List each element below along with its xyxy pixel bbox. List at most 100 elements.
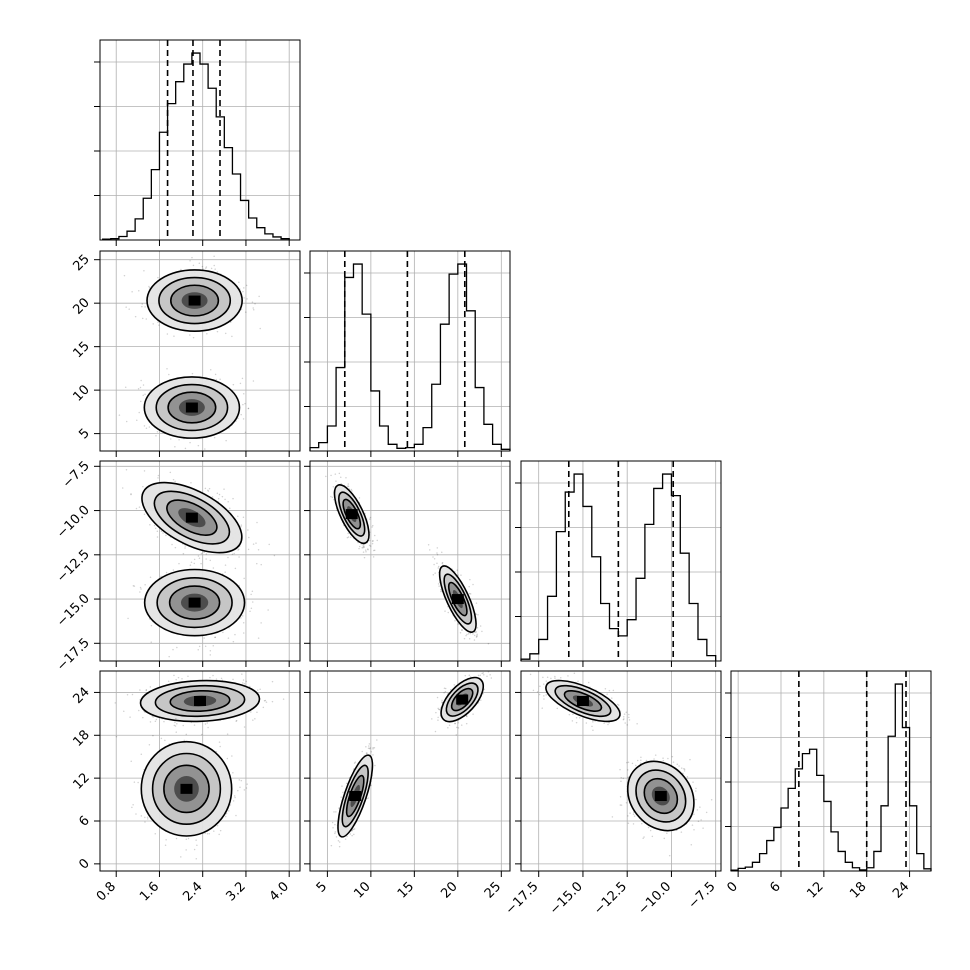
sample-point: [237, 549, 239, 551]
sample-point: [205, 266, 208, 268]
sample-point: [157, 474, 160, 477]
sample-point: [132, 803, 134, 806]
y-tick-label: −17.5: [54, 636, 93, 675]
sample-point: [201, 265, 204, 268]
sample-point: [216, 824, 219, 827]
sample-point: [242, 392, 245, 395]
sample-point: [335, 480, 337, 482]
sample-point: [262, 706, 265, 709]
peak-cell: [185, 402, 198, 413]
contour-line: [140, 740, 233, 837]
sample-point: [371, 542, 374, 545]
sample-point: [145, 427, 148, 429]
sample-point: [209, 654, 212, 656]
sample-point: [207, 489, 209, 491]
sample-point: [250, 593, 252, 596]
sample-point: [138, 709, 140, 712]
x-tick-label: 24: [890, 879, 912, 901]
sample-point: [149, 576, 152, 579]
sample-point: [242, 679, 245, 681]
sample-point: [242, 632, 245, 634]
sample-point: [175, 837, 178, 840]
sample-point: [224, 498, 226, 501]
sample-point: [144, 583, 146, 586]
sample-point: [209, 649, 212, 652]
sample-point: [135, 507, 138, 510]
sample-point: [189, 259, 191, 262]
sample-point: [137, 388, 140, 390]
sample-point: [144, 821, 146, 823]
sample-point: [258, 295, 260, 298]
sample-point: [434, 572, 436, 574]
sample-point: [202, 268, 204, 270]
sample-point: [334, 473, 337, 475]
sample-point: [208, 832, 211, 835]
sample-point: [204, 723, 207, 725]
sample-point: [247, 548, 250, 551]
sample-point: [368, 539, 371, 542]
y-tick-label: −10.0: [54, 503, 93, 542]
sample-point: [252, 309, 255, 311]
sample-point: [167, 680, 170, 683]
sample-point: [246, 783, 248, 785]
sample-point: [234, 633, 236, 636]
contour-line: [155, 383, 229, 432]
sample-point: [252, 719, 254, 721]
sample-point: [139, 586, 142, 589]
contour-line: [156, 576, 233, 629]
sample-point: [149, 523, 151, 526]
sample-point: [140, 815, 143, 817]
sample-point: [124, 386, 127, 388]
sample-point: [200, 733, 203, 736]
sample-point: [144, 306, 146, 308]
sample-point: [267, 609, 269, 611]
sample-point: [223, 488, 225, 490]
sample-point: [358, 545, 361, 548]
sample-point: [132, 584, 135, 587]
sample-point: [259, 688, 261, 691]
sample-point: [239, 786, 241, 788]
panel-frame: [99, 39, 301, 241]
sample-point: [235, 814, 237, 817]
contour-line: [141, 481, 243, 554]
sample-point: [235, 719, 238, 722]
sample-point: [195, 839, 197, 841]
sample-point: [216, 492, 219, 495]
2d-panel-1-2: [304, 460, 511, 667]
sample-point: [364, 549, 367, 551]
sample-point: [231, 553, 234, 555]
sample-point: [178, 562, 180, 565]
sample-point: [139, 591, 141, 593]
sample-point: [282, 698, 285, 700]
sample-point: [174, 546, 177, 549]
sample-point: [242, 682, 244, 684]
sample-point: [165, 838, 167, 841]
sample-point: [180, 856, 182, 858]
contour-line: [166, 499, 218, 536]
sample-point: [221, 495, 224, 498]
sample-point: [158, 324, 160, 326]
sample-point: [143, 269, 145, 272]
histogram-step: [102, 52, 290, 240]
sample-point: [245, 284, 248, 287]
sample-point: [363, 543, 366, 546]
sample-point: [138, 506, 141, 508]
sample-point: [172, 648, 174, 651]
sample-point: [432, 556, 434, 558]
density-layer: [121, 468, 276, 658]
contour-line: [338, 491, 366, 537]
sample-point: [172, 569, 175, 571]
x-tick-label: 2.4: [180, 879, 205, 904]
sample-point: [136, 419, 138, 421]
sample-point: [185, 849, 187, 851]
sample-point: [141, 317, 144, 320]
sample-point: [203, 637, 205, 639]
sample-point: [218, 833, 220, 836]
sample-point: [345, 476, 347, 479]
histogram-panel-2: [515, 460, 722, 667]
sample-point: [265, 701, 268, 703]
sample-point: [165, 571, 168, 574]
sample-point: [440, 590, 442, 593]
y-tick-label: −7.5: [60, 459, 93, 492]
